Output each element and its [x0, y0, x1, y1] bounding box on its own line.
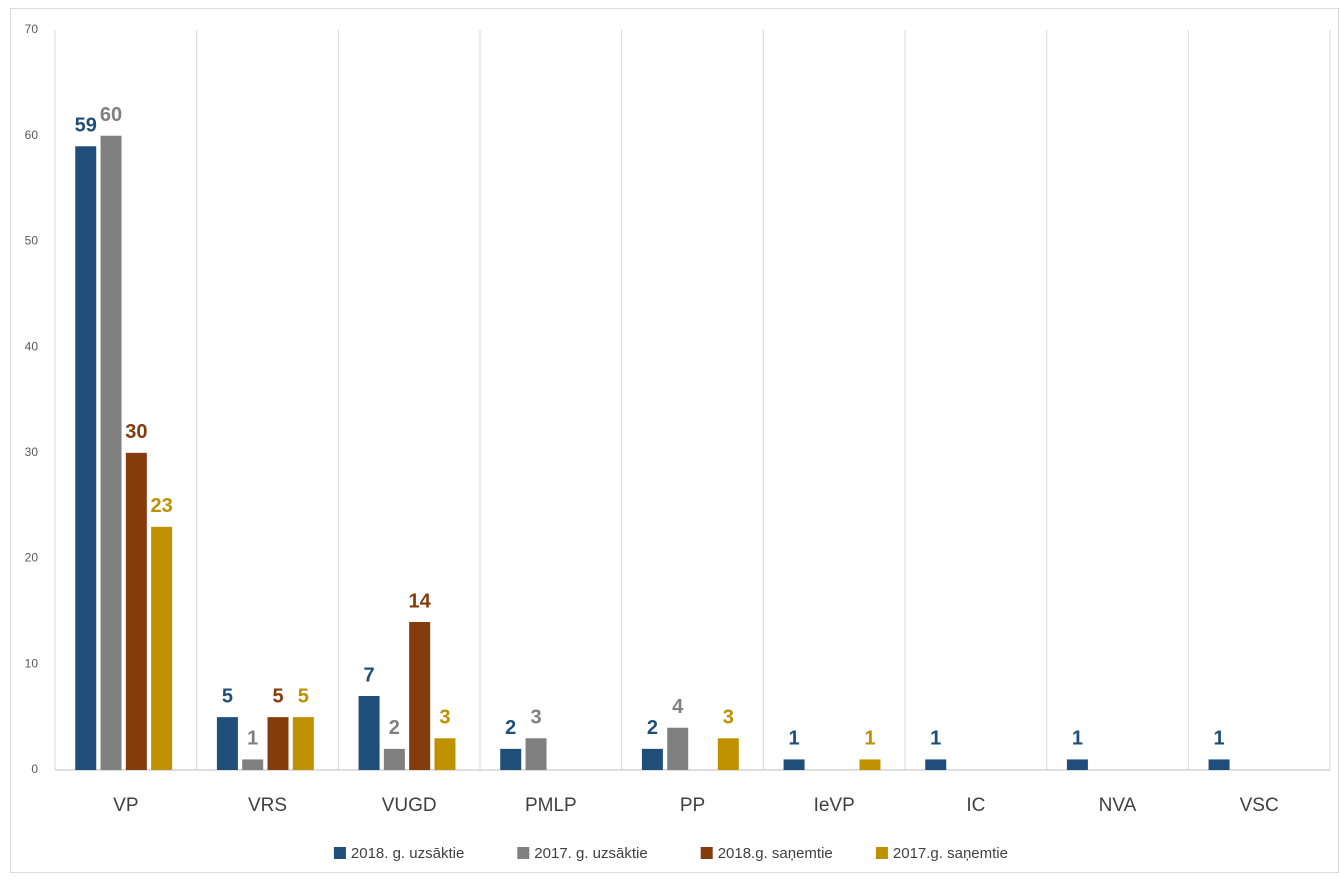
x-tick-label: VRS — [248, 795, 287, 816]
bar — [100, 135, 122, 770]
data-label: 59 — [75, 115, 97, 137]
data-label: 1 — [1072, 728, 1083, 750]
x-tick-label: IC — [966, 795, 985, 816]
bar — [434, 738, 456, 770]
y-tick-label: 40 — [25, 339, 39, 353]
bar — [717, 738, 739, 770]
bar — [925, 759, 947, 770]
data-label: 2 — [505, 717, 516, 739]
bar — [1208, 759, 1230, 770]
y-tick-label: 0 — [31, 762, 38, 776]
y-tick-label: 30 — [25, 445, 39, 459]
data-label: 2 — [389, 717, 400, 739]
bar — [358, 696, 380, 770]
legend-swatch — [700, 847, 713, 859]
x-tick-label: VUGD — [382, 795, 437, 816]
y-tick-label: 20 — [25, 551, 39, 565]
y-tick-label: 60 — [25, 128, 39, 142]
legend-label: 2018.g. saņemtie — [718, 845, 833, 862]
data-label: 60 — [100, 104, 122, 126]
data-label: 23 — [151, 495, 173, 517]
data-label: 1 — [247, 728, 258, 750]
bar — [783, 759, 805, 770]
legend-swatch — [517, 847, 530, 859]
legend-label: 2018. g. uzsāktie — [351, 845, 464, 862]
data-label: 1 — [864, 728, 875, 750]
data-label: 3 — [723, 707, 734, 729]
data-label: 4 — [672, 696, 684, 718]
bar — [292, 717, 314, 770]
data-label: 3 — [530, 707, 541, 729]
bar — [1066, 759, 1088, 770]
data-label: 1 — [1214, 728, 1225, 750]
legend-label: 2017. g. uzsāktie — [534, 845, 647, 862]
bar — [242, 759, 264, 770]
data-label: 30 — [125, 421, 147, 443]
y-tick-label: 70 — [25, 22, 39, 36]
legend-label: 2017.g. saņemtie — [893, 845, 1008, 862]
x-tick-label: PP — [680, 795, 705, 816]
data-label: 2 — [647, 717, 658, 739]
bar — [125, 452, 147, 770]
bar — [641, 748, 663, 770]
data-label: 5 — [272, 685, 283, 707]
data-label: 1 — [930, 728, 941, 750]
y-tick-label: 10 — [25, 656, 39, 670]
x-tick-label: NVA — [1099, 795, 1137, 816]
data-label: 1 — [789, 728, 800, 750]
bar — [667, 727, 689, 770]
legend-swatch — [333, 847, 346, 859]
legend-swatch — [875, 847, 888, 859]
bar — [409, 622, 431, 770]
bar — [75, 146, 97, 771]
bar — [525, 738, 547, 770]
data-label: 5 — [222, 685, 233, 707]
bar — [216, 717, 238, 770]
bar — [151, 526, 173, 770]
data-label: 3 — [439, 707, 450, 729]
bar — [500, 748, 522, 770]
bar — [383, 748, 405, 770]
bar — [267, 717, 289, 770]
y-tick-label: 50 — [25, 234, 39, 248]
x-tick-label: VSC — [1240, 795, 1279, 816]
data-label: 5 — [298, 685, 309, 707]
data-label: 14 — [409, 590, 432, 612]
data-label: 7 — [364, 664, 375, 686]
x-tick-label: PMLP — [525, 795, 577, 816]
bar — [859, 759, 881, 770]
x-tick-label: VP — [113, 795, 138, 816]
x-tick-label: IeVP — [814, 795, 855, 816]
